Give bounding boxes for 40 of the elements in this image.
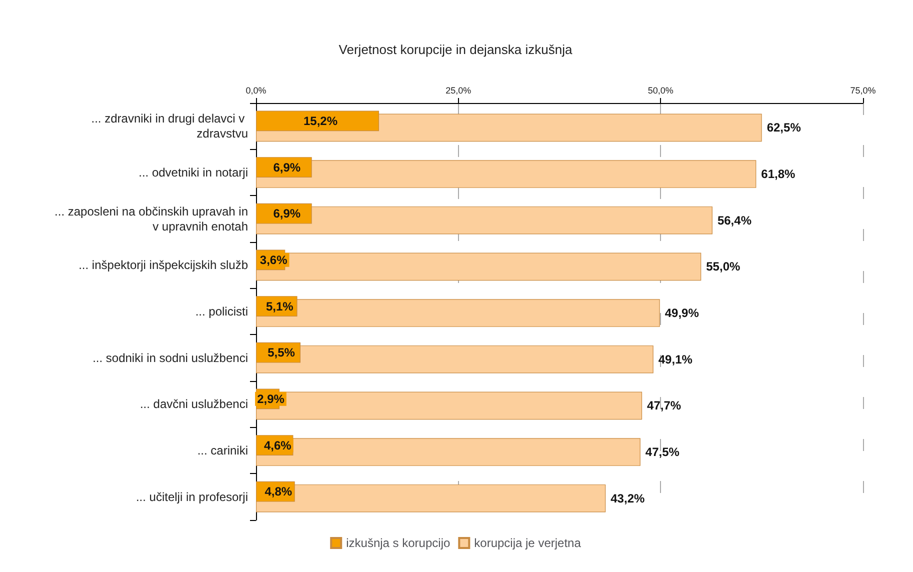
x-tick-label: 0,0%: [246, 86, 266, 96]
bar: [256, 252, 702, 281]
data-label: 4,8%: [264, 484, 292, 499]
bar: [256, 160, 756, 188]
data-label: 6,9%: [273, 206, 301, 221]
y-tick-label: ... inšpektorji inšpekcijskih služb: [78, 258, 248, 272]
y-tick-label: ... zdravniki in drugi delavci v zdravstvu: [91, 112, 248, 141]
data-label: 5,1%: [266, 299, 294, 314]
bar: [256, 345, 654, 374]
data-label: 61,8%: [761, 167, 796, 182]
data-label: 4,6%: [264, 438, 292, 452]
data-label: 47,7%: [647, 398, 682, 413]
y-tick-label: ... sodniki in sodni uslužbenci: [92, 350, 248, 365]
data-label: 49,1%: [658, 352, 693, 366]
y-tick-label: ... odvetniki in notarji: [138, 166, 248, 180]
y-tick-label: ... policisti: [195, 304, 248, 318]
bar: [256, 392, 642, 420]
y-tick-label: ... davčni uslužbenci: [140, 397, 248, 412]
data-label: 56,4%: [717, 213, 752, 228]
bar: [256, 206, 712, 234]
data-label: 55,0%: [706, 260, 740, 274]
legend-label: izkušnja s korupcijo: [346, 536, 450, 550]
y-tick-label: ... zaposleni na občinskih upravah in v upravnih enotah: [54, 204, 248, 234]
x-tick-label: 75,0%: [850, 86, 876, 96]
bar: [256, 438, 640, 466]
data-label: 49,9%: [664, 306, 700, 320]
bar: [256, 484, 606, 512]
x-tick-label: 50,0%: [648, 86, 674, 96]
data-label: 6,9%: [273, 160, 301, 174]
data-label: 43,2%: [610, 491, 645, 506]
chart-title: Verjetnost korupcije in dejanska izkušnja: [338, 42, 573, 57]
y-tick-label: ... cariniki: [197, 444, 248, 458]
legend-label: korupcija je verjetna: [474, 536, 582, 550]
data-label: 15,2%: [303, 114, 338, 128]
data-label: 5,5%: [268, 346, 296, 360]
data-label: 47,5%: [645, 445, 680, 460]
data-label: 62,5%: [766, 120, 802, 135]
bar: [256, 299, 660, 327]
y-tick-label: ... učitelji in profesorji: [136, 490, 248, 504]
x-tick-label: 25,0%: [446, 86, 472, 96]
